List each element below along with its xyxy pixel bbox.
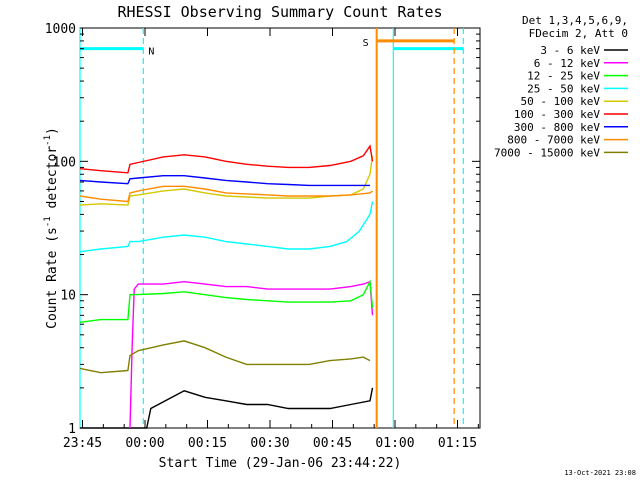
- series-line-6: [79, 174, 370, 187]
- y-axis-label-exp2: -1: [43, 135, 53, 146]
- x-tick-label-0: 23:45: [63, 436, 102, 451]
- y-axis-label: Count Rate (s-1 detector-1): [43, 127, 60, 329]
- y-tick-label-0: 1: [68, 422, 76, 437]
- legend-label-5: 100 - 300 keV: [514, 108, 600, 121]
- night-label-0: N: [148, 47, 154, 58]
- legend-label-7: 800 - 7000 keV: [507, 134, 600, 147]
- legend-label-2: 12 - 25 keV: [527, 70, 600, 83]
- x-tick-label-1: 00:00: [125, 436, 164, 451]
- x-tick-label-2: 00:15: [188, 436, 227, 451]
- x-tick-label-6: 01:15: [438, 436, 477, 451]
- series-line-3: [79, 201, 374, 253]
- y-axis-label-main: Count Rate (s: [45, 227, 60, 329]
- footer-timestamp: 13-Oct-2021 23:08: [564, 469, 636, 477]
- legend-label-3: 25 - 50 keV: [527, 82, 600, 95]
- legend-header-1: Det 1,3,4,5,6,9,: [522, 14, 628, 27]
- series-line-4: [79, 155, 374, 206]
- legend: Det 1,3,4,5,6,9, FDecim 2, Att 0 3 - 6 k…: [494, 14, 628, 159]
- x-axis: 23:45 00:00 00:15 00:30 00:45 01:00 01:15: [63, 28, 479, 451]
- x-tick-label-3: 00:30: [250, 436, 289, 451]
- plot-frame: [79, 27, 481, 429]
- series-lines: [79, 144, 374, 429]
- series-line-8: [79, 340, 371, 374]
- series-line-5: [79, 144, 374, 174]
- x-tick-label-5: 01:00: [375, 436, 414, 451]
- y-axis: 1 10 100 1000: [45, 22, 480, 437]
- x-tick-label-4: 00:45: [313, 436, 352, 451]
- legend-header-2: FDecim 2, Att 0: [529, 27, 628, 40]
- y-tick-label-3: 1000: [45, 22, 76, 37]
- legend-label-6: 300 - 800 keV: [514, 121, 600, 134]
- y-axis-label-exp1: -1: [43, 216, 53, 227]
- series-line-1: [129, 280, 374, 429]
- chart-title: RHESSI Observing Summary Count Rates: [117, 3, 442, 21]
- y-axis-label-end: ): [45, 127, 60, 135]
- legend-label-0: 3 - 6 keV: [540, 44, 600, 57]
- legend-label-8: 7000 - 15000 keV: [494, 146, 600, 159]
- night-markers: N: [79, 28, 464, 428]
- plot-area: N S 23:45 00:00 00:15 00:30 00:45 01:00 01:15 …: [45, 22, 481, 451]
- series-line-7: [79, 185, 373, 203]
- y-tick-label-1: 10: [60, 289, 76, 304]
- legend-label-1: 6 - 12 keV: [534, 57, 601, 70]
- saa-label: S: [363, 38, 369, 49]
- saa-markers: S: [363, 28, 455, 428]
- y-tick-label-2: 100: [53, 155, 76, 170]
- series-line-2: [79, 279, 374, 323]
- x-axis-label: Start Time (29-Jan-06 23:44:22): [159, 456, 402, 471]
- y-axis-label-mid: detector: [45, 146, 60, 217]
- legend-label-4: 50 - 100 keV: [521, 95, 601, 108]
- series-line-0: [80, 387, 374, 429]
